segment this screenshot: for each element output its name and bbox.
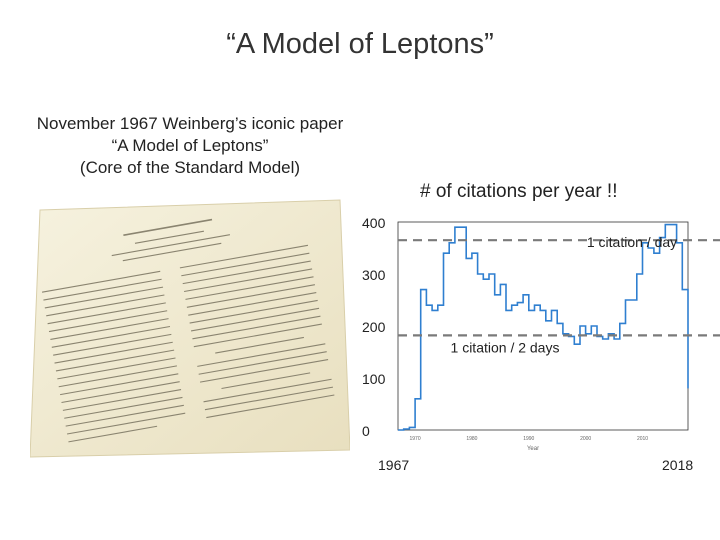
reference-line-label: 1 citation / 2 days [451, 339, 560, 355]
x-small-tick-label: 2010 [637, 436, 648, 442]
chart-title: # of citations per year !! [420, 181, 618, 202]
reference-lines [398, 239, 720, 337]
x-small-tick-label: 1980 [466, 436, 477, 442]
y-tick-label: 300 [362, 267, 386, 283]
x-end-label: 2018 [662, 457, 693, 473]
citations-chart: 0 100 200 300 400 1970 1980 1990 2000 2010 Year 196… [362, 215, 720, 473]
weinberg-paper-image [30, 199, 350, 458]
y-tick-label: 400 [362, 215, 386, 231]
chart-axes [397, 221, 689, 431]
y-tick-label: 100 [362, 371, 386, 387]
slide-title: “A Model of Leptons” [226, 28, 494, 60]
plot-frame [397, 221, 689, 431]
paper-caption: November 1967 Weinberg’s iconic paper “A… [0, 113, 380, 179]
reference-line-label: 1 citation / day [587, 234, 677, 250]
chart-ticks: 0 100 200 300 400 1970 1980 1990 2000 2010 Year 196… [362, 215, 693, 473]
chart-labels: 1 citation / day 1 citation / 2 days [451, 234, 678, 355]
y-tick-label: 0 [362, 423, 370, 439]
caption-line-2: “A Model of Leptons” [111, 136, 269, 155]
x-start-label: 1967 [378, 457, 409, 473]
x-axis-label: Year [527, 446, 539, 452]
paper-sheet [30, 199, 350, 458]
citations-series-line [398, 223, 689, 431]
x-small-tick-label: 1990 [523, 436, 534, 442]
paper-text-lines [41, 218, 335, 443]
y-tick-label: 200 [362, 319, 386, 335]
x-small-tick-label: 2000 [580, 436, 591, 442]
x-small-tick-label: 1970 [409, 436, 420, 442]
caption-line-3: (Core of the Standard Model) [79, 158, 301, 177]
caption-line-1: November 1967 Weinberg’s iconic paper [36, 114, 344, 133]
